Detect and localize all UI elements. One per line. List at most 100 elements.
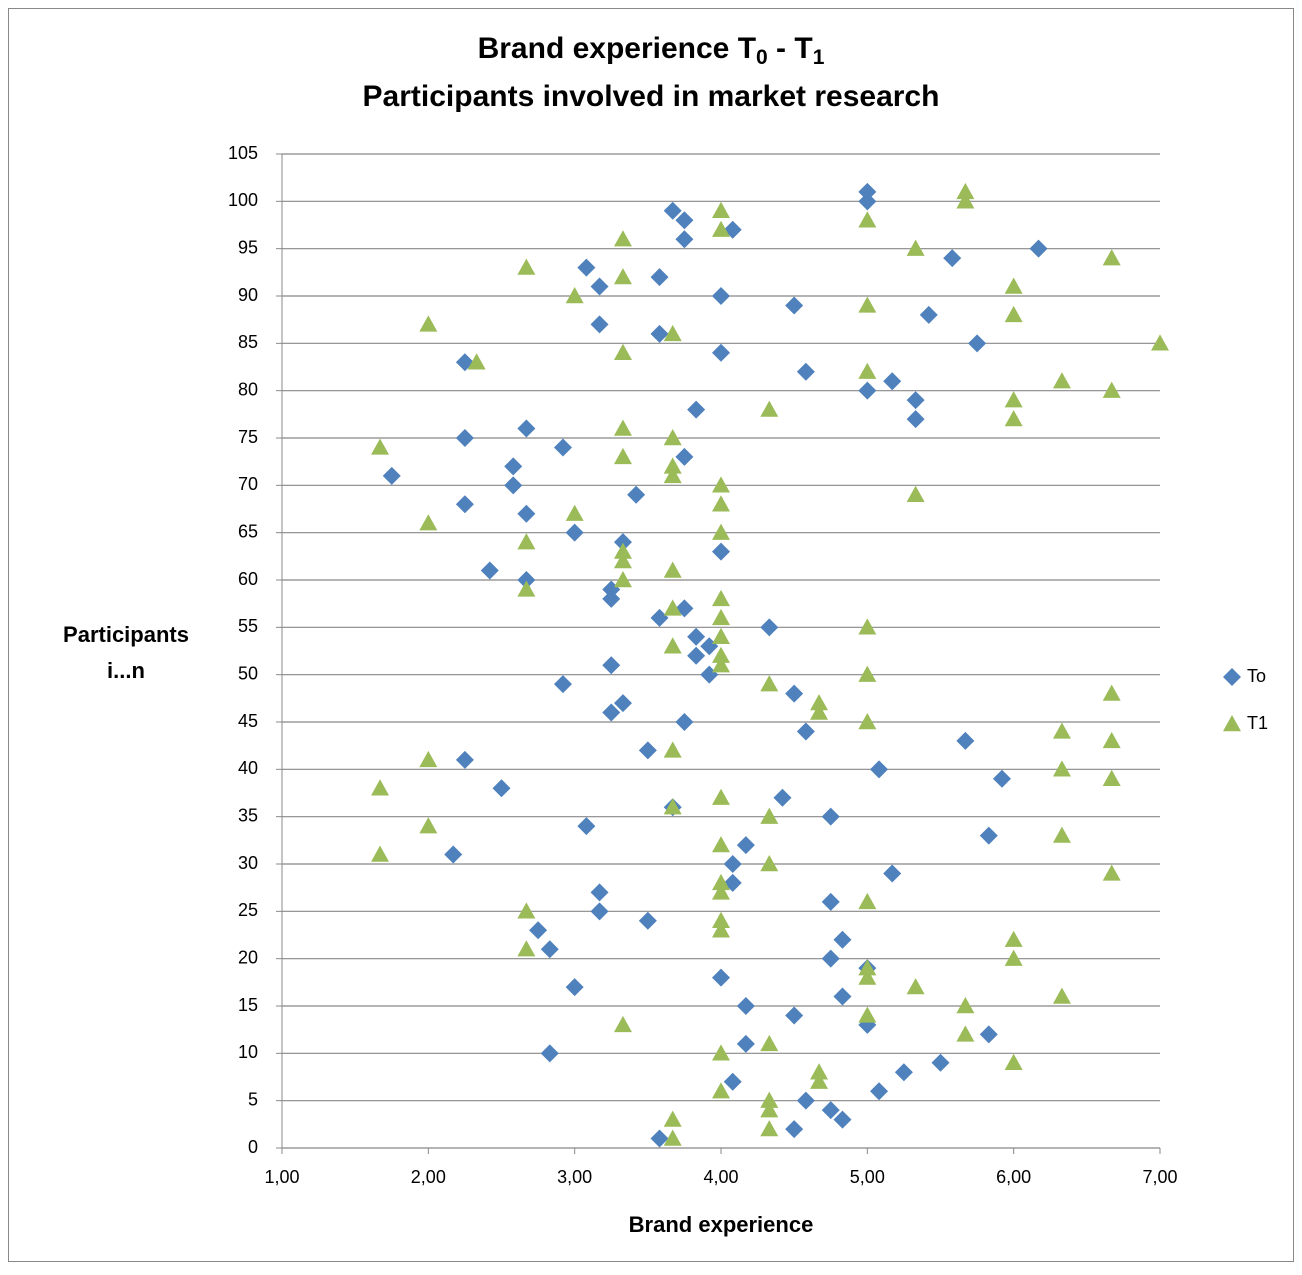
data-point <box>785 1006 804 1025</box>
data-point <box>1004 277 1023 294</box>
data-point <box>894 1063 913 1082</box>
data-point <box>602 703 621 722</box>
data-point <box>455 750 474 769</box>
data-point <box>1004 305 1023 323</box>
data-point <box>419 750 438 768</box>
data-point <box>821 892 840 911</box>
y-tick-label: 25 <box>238 900 258 920</box>
data-point <box>736 836 755 855</box>
data-point <box>650 324 669 343</box>
y-tick-label: 5 <box>248 1089 258 1109</box>
data-point <box>663 561 682 578</box>
data-point <box>956 182 975 200</box>
title-subscript: 1 <box>813 46 825 69</box>
data-point <box>712 523 730 540</box>
data-point <box>810 1063 829 1080</box>
data-point <box>1052 722 1071 739</box>
data-point <box>712 883 730 900</box>
y-tick-label: 30 <box>238 853 258 873</box>
data-point <box>858 959 877 976</box>
data-point <box>712 873 730 891</box>
y-tick-label: 20 <box>238 947 258 967</box>
data-point <box>565 523 584 542</box>
data-point <box>979 1025 998 1044</box>
y-tick-label: 15 <box>238 995 258 1015</box>
data-point <box>577 258 596 277</box>
data-point <box>723 855 742 873</box>
data-point <box>833 987 852 1006</box>
x-tick-label: 5,00 <box>850 1167 885 1187</box>
data-point <box>590 902 609 921</box>
data-point <box>712 627 730 644</box>
data-point <box>858 211 877 228</box>
data-point <box>712 836 730 853</box>
chart-title: Brand experience T0 - T1 <box>478 32 825 69</box>
data-point <box>382 466 401 485</box>
data-point <box>590 315 609 334</box>
data-point <box>760 1120 779 1137</box>
data-point <box>931 1053 950 1072</box>
data-point <box>760 807 779 824</box>
chart-frame <box>8 8 1294 1262</box>
data-point <box>883 864 902 883</box>
data-point <box>663 1110 682 1127</box>
data-point <box>858 713 877 730</box>
data-point <box>979 826 998 845</box>
y-tick-label: 95 <box>238 237 258 257</box>
data-point <box>773 788 792 807</box>
data-point <box>968 334 987 353</box>
data-point <box>785 296 804 315</box>
data-point <box>650 608 669 627</box>
data-point <box>796 1091 815 1110</box>
data-point <box>1151 334 1169 351</box>
data-point <box>906 239 925 256</box>
title-part: Brand experience T <box>478 32 756 65</box>
data-point <box>858 192 877 211</box>
y-tick-label: 100 <box>228 190 258 210</box>
data-point <box>712 495 730 512</box>
data-point <box>760 855 779 872</box>
data-point <box>613 419 632 436</box>
data-point <box>504 476 523 495</box>
data-point <box>675 447 694 466</box>
data-point <box>675 211 694 230</box>
data-point <box>613 1015 632 1033</box>
data-point <box>858 618 877 635</box>
data-point <box>529 921 548 940</box>
data-point <box>455 495 474 514</box>
data-point <box>663 324 682 342</box>
data-point <box>1004 930 1023 947</box>
y-tick-label: 80 <box>238 379 258 399</box>
y-tick-label: 10 <box>238 1042 258 1062</box>
y-tick-label: 50 <box>238 663 258 683</box>
y-tick-label: 90 <box>238 285 258 305</box>
data-point <box>565 287 584 304</box>
data-point <box>455 429 474 447</box>
data-point <box>760 675 779 692</box>
data-point <box>712 220 730 237</box>
data-point <box>1004 391 1023 408</box>
data-point <box>1004 949 1023 966</box>
data-point <box>833 930 852 949</box>
data-point <box>821 949 840 968</box>
data-point <box>760 618 779 637</box>
data-point <box>712 542 730 561</box>
title-part: - T <box>768 32 813 65</box>
data-point <box>1052 987 1071 1004</box>
x-tick-label: 3,00 <box>557 1167 592 1187</box>
data-point <box>943 249 962 268</box>
data-point <box>675 713 694 731</box>
data-point <box>517 580 536 597</box>
data-point <box>517 940 536 957</box>
legend-marker <box>1223 668 1241 686</box>
x-tick-label: 2,00 <box>411 1167 446 1187</box>
data-point <box>906 978 925 995</box>
data-point <box>663 599 682 616</box>
data-point <box>870 760 889 779</box>
data-point <box>590 883 609 902</box>
data-point <box>810 694 829 711</box>
title-subscript: 0 <box>756 46 768 69</box>
data-point <box>613 694 632 713</box>
data-point <box>553 675 572 694</box>
